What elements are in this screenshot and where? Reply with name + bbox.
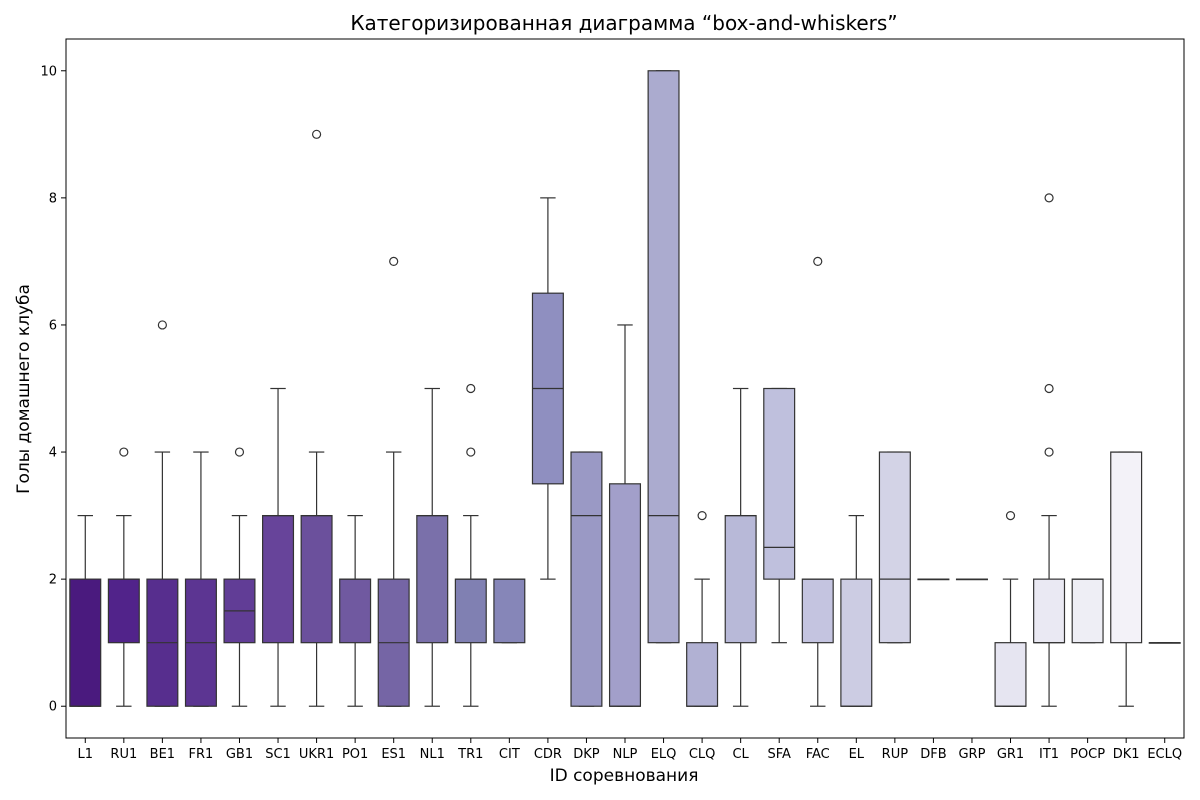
- x-tick-label-po1: PO1: [342, 747, 368, 762]
- plot-frame: [65, 38, 1185, 739]
- x-tick-label-cit: CIT: [499, 747, 520, 762]
- x-tick-label-pocp: POCP: [1070, 747, 1105, 762]
- outlier-es1: [389, 256, 399, 267]
- x-tick-label-ru1: RU1: [110, 747, 137, 762]
- x-tick-label-elq: ELQ: [651, 747, 677, 762]
- x-tick-label-l1: L1: [78, 747, 94, 762]
- box-elq: [647, 70, 680, 644]
- y-tick-label-10: 10: [40, 64, 57, 79]
- x-tick-label-tr1: TR1: [457, 747, 483, 762]
- x-tick-label-nlp: NLP: [613, 747, 638, 762]
- x-tick-label-eclq: ECLQ: [1147, 747, 1182, 762]
- x-tick-label-dfb: DFB: [920, 747, 946, 762]
- x-tick-label-rup: RUP: [882, 747, 909, 762]
- outlier-it1: [1044, 383, 1054, 394]
- outlier-ukr1: [311, 129, 322, 139]
- box-pocp: [1071, 578, 1104, 644]
- box-cl: [724, 514, 757, 644]
- x-tick-label-cdr: CDR: [534, 747, 562, 762]
- box-rup: [878, 451, 911, 644]
- box-gr1: [994, 642, 1027, 707]
- plot-area: L1 RU1 BE1 FR1 GB1 SC1 UKR1 PO1 ES1 NL1 TR1 CIT CDR D…: [40, 38, 1185, 762]
- box-l1: [69, 578, 102, 707]
- box-clq: [686, 642, 719, 707]
- box-po1: [339, 578, 372, 644]
- x-tick-label-sfa: SFA: [767, 747, 791, 762]
- x-tick-label-grp: GRP: [958, 747, 985, 762]
- x-tick-label-sc1: SC1: [265, 747, 291, 762]
- y-axis-label: Голы домашнего клуба: [14, 284, 34, 494]
- outlier-be1: [157, 320, 167, 330]
- x-tick-label-it1: IT1: [1039, 747, 1059, 762]
- outlier-gb1: [234, 447, 245, 457]
- x-tick-label-clq: CLQ: [689, 747, 716, 762]
- outlier-clq: [697, 510, 707, 521]
- box-it1: [1033, 578, 1066, 644]
- x-axis-label: ID соревнования: [550, 766, 699, 786]
- y-tick-label-4: 4: [49, 446, 57, 461]
- box-el: [840, 578, 873, 707]
- box-nlp: [608, 483, 642, 707]
- x-tick-label-el: EL: [849, 747, 865, 762]
- x-tick-label-gr1: GR1: [997, 747, 1024, 762]
- x-tick-label-es1: ES1: [381, 747, 406, 762]
- outlier-it1: [1044, 447, 1054, 457]
- box-nl1: [416, 514, 449, 644]
- y-tick-label-0: 0: [49, 700, 57, 715]
- y-tick-label-6: 6: [49, 318, 57, 333]
- x-tick-label-be1: BE1: [150, 747, 175, 762]
- outlier-gr1: [1005, 510, 1016, 521]
- box-cit: [493, 578, 526, 644]
- box-fac: [801, 578, 834, 644]
- outlier-it1: [1044, 193, 1054, 203]
- outlier-ru1: [119, 447, 129, 457]
- box-ukr1: [300, 514, 333, 644]
- box-tr1: [454, 578, 487, 644]
- box-sc1: [262, 514, 295, 644]
- x-tick-label-fr1: FR1: [189, 747, 214, 762]
- x-tick-label-fac: FAC: [806, 747, 830, 762]
- outlier-tr1: [466, 383, 476, 394]
- y-tick-label-2: 2: [49, 573, 57, 588]
- x-tick-label-nl1: NL1: [420, 747, 445, 762]
- chart-title: Категоризированная диаграмма “box-and-wh…: [350, 11, 897, 35]
- x-tick-label-cl: CL: [732, 747, 749, 762]
- box-dk1: [1110, 451, 1143, 644]
- x-tick-label-dk1: DK1: [1113, 747, 1140, 762]
- box-ru1: [107, 578, 140, 644]
- outlier-fac: [813, 256, 823, 267]
- x-tick-label-gb1: GB1: [226, 747, 253, 762]
- box-sfa: [763, 387, 796, 580]
- x-tick-label-dkp: DKP: [573, 747, 600, 762]
- box-dkp: [570, 451, 603, 707]
- y-tick-label-8: 8: [49, 191, 57, 206]
- outlier-tr1: [466, 447, 476, 457]
- x-tick-label-ukr1: UKR1: [299, 747, 334, 762]
